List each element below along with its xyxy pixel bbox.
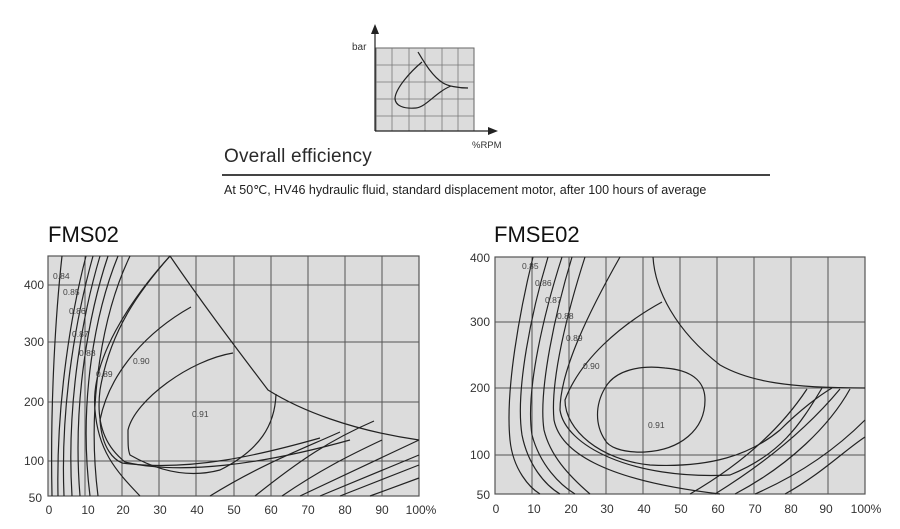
x-axis-ticks: 0 10 20 30 40 50 60 70 80 90 100% [46, 503, 437, 517]
y-axis-ticks: 400 300 200 100 50 [470, 251, 490, 502]
svg-text:80: 80 [338, 503, 352, 517]
svg-text:90: 90 [819, 502, 833, 516]
grid [48, 256, 419, 496]
legend-contour [394, 51, 469, 109]
x-axis-ticks: 0 10 20 30 40 50 60 70 80 90 100% [493, 502, 882, 516]
svg-text:0.90: 0.90 [583, 361, 600, 371]
svg-text:60: 60 [264, 503, 278, 517]
svg-text:0.85: 0.85 [63, 287, 80, 297]
svg-text:0.91: 0.91 [648, 420, 665, 430]
svg-text:80: 80 [784, 502, 798, 516]
svg-text:200: 200 [24, 395, 44, 409]
svg-text:20: 20 [564, 502, 578, 516]
svg-text:30: 30 [153, 503, 167, 517]
contour-labels: 0.84 0.85 0.86 0.87 0.88 0.89 0.90 0.91 [53, 271, 209, 419]
svg-text:70: 70 [301, 503, 315, 517]
svg-text:0.86: 0.86 [535, 278, 552, 288]
svg-text:10: 10 [527, 502, 541, 516]
legend-x-label: %RPM [472, 140, 502, 150]
svg-text:20: 20 [116, 503, 130, 517]
svg-text:0.88: 0.88 [557, 311, 574, 321]
section-divider [222, 174, 770, 176]
x-arrow-icon [488, 127, 498, 135]
svg-text:100%: 100% [406, 503, 437, 517]
svg-text:0.89: 0.89 [566, 333, 583, 343]
svg-text:90: 90 [375, 503, 389, 517]
svg-text:60: 60 [711, 502, 725, 516]
svg-text:300: 300 [24, 335, 44, 349]
contour-lines [51, 255, 420, 497]
svg-text:30: 30 [600, 502, 614, 516]
svg-text:40: 40 [190, 503, 204, 517]
svg-text:0.91: 0.91 [192, 409, 209, 419]
svg-text:0: 0 [493, 502, 500, 516]
svg-text:40: 40 [637, 502, 651, 516]
y-axis-ticks: 400 300 200 100 50 [24, 278, 44, 505]
svg-text:0.87: 0.87 [72, 329, 89, 339]
legend-diagram: bar %RPM [352, 24, 502, 150]
contour-lines [508, 256, 866, 495]
svg-text:100: 100 [470, 448, 490, 462]
legend-y-label: bar [352, 42, 367, 53]
svg-text:0: 0 [46, 503, 53, 517]
svg-text:0.87: 0.87 [545, 295, 562, 305]
svg-text:400: 400 [24, 278, 44, 292]
svg-text:50: 50 [477, 488, 491, 502]
svg-text:400: 400 [470, 251, 490, 265]
svg-text:50: 50 [29, 491, 43, 505]
chart-title-fmse02: FMSE02 [494, 222, 580, 247]
chart-fmse02: 0.85 0.86 0.87 0.88 0.89 0.90 0.91 400 3… [470, 251, 882, 516]
contour-labels: 0.85 0.86 0.87 0.88 0.89 0.90 0.91 [522, 261, 665, 430]
legend-grid [376, 48, 474, 131]
svg-text:100%: 100% [851, 502, 882, 516]
svg-text:50: 50 [227, 503, 241, 517]
section-title: Overall efficiency [224, 146, 372, 167]
svg-text:70: 70 [748, 502, 762, 516]
y-arrow-icon [371, 24, 379, 34]
svg-text:0.85: 0.85 [522, 261, 539, 271]
section-note: At 50℃, HV46 hydraulic fluid, standard d… [224, 183, 707, 197]
svg-text:300: 300 [470, 315, 490, 329]
svg-text:10: 10 [81, 503, 95, 517]
svg-text:50: 50 [674, 502, 688, 516]
chart-fms02: 0.84 0.85 0.86 0.87 0.88 0.89 0.90 0.91 … [24, 255, 437, 517]
svg-text:100: 100 [24, 454, 44, 468]
svg-text:200: 200 [470, 381, 490, 395]
svg-text:0.88: 0.88 [79, 348, 96, 358]
svg-text:0.90: 0.90 [133, 356, 150, 366]
svg-text:0.86: 0.86 [69, 306, 86, 316]
grid [495, 257, 865, 494]
svg-text:0.84: 0.84 [53, 271, 70, 281]
chart-title-fms02: FMS02 [48, 222, 119, 247]
svg-text:0.89: 0.89 [96, 369, 113, 379]
